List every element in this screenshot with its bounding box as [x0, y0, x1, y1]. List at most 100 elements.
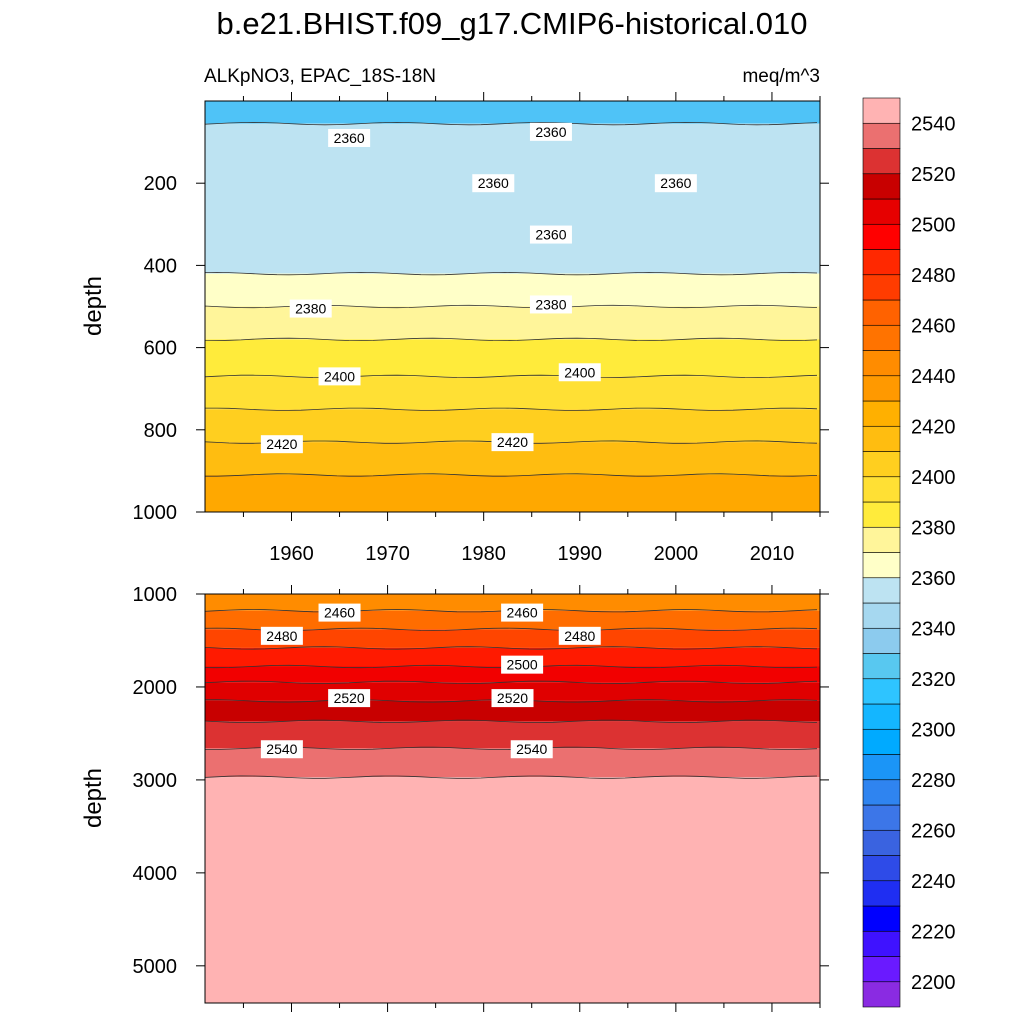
colorbar-label: 2380	[911, 517, 956, 539]
colorbar: 2200 2220 2240 2260 2280 2300 2320 2340 2360 2380…	[862, 97, 956, 1008]
contour-band	[205, 376, 820, 410]
contour-label-box	[501, 603, 544, 622]
colorbar-segment	[862, 451, 901, 478]
x-tick-label: 2000	[654, 543, 699, 565]
contour-label: 2360	[660, 175, 691, 191]
colorbar-label: 2500	[911, 214, 956, 236]
colorbar-segment	[862, 97, 901, 124]
contour-line	[204, 473, 818, 477]
colorbar-segment	[862, 627, 901, 654]
y-tick-label: 200	[144, 173, 177, 195]
colorbar-label: 2200	[911, 972, 956, 994]
contour-label: 2400	[324, 368, 355, 384]
x-tick-label: 2010	[750, 543, 795, 565]
contour-line	[204, 337, 818, 342]
colorbar-label: 2340	[911, 618, 956, 640]
colorbar-segment	[862, 930, 901, 957]
y-tick-label: 2000	[133, 677, 178, 699]
colorbar-label: 2540	[911, 113, 956, 135]
contour-label: 2480	[564, 628, 595, 644]
contour-label-box	[260, 626, 303, 645]
colorbar-segment	[862, 678, 901, 705]
plot-frame	[204, 100, 821, 513]
contour-label: 2360	[535, 124, 566, 140]
contour-line	[204, 121, 818, 126]
colorbar-segment	[862, 526, 901, 553]
contour-label-box	[491, 433, 534, 452]
contour-line	[204, 719, 818, 723]
contour-band	[205, 666, 820, 683]
contour-band	[205, 123, 820, 274]
colorbar-label: 2300	[911, 719, 956, 741]
contour-label-box	[318, 367, 361, 386]
contour-band	[205, 339, 820, 377]
colorbar-segment	[862, 400, 901, 427]
colorbar-segment	[862, 173, 901, 200]
colorbar-segment	[862, 880, 901, 907]
plot-frame	[204, 593, 821, 1004]
colorbar-segment	[862, 703, 901, 730]
contour-label: 2420	[266, 436, 297, 452]
left-subtitle: ALKpNO3, EPAC_18S-18N	[204, 66, 436, 87]
colorbar-segment	[862, 804, 901, 831]
contour-line	[204, 646, 818, 650]
contour-label-box	[328, 689, 371, 708]
contour-label: 2500	[507, 657, 538, 673]
contour-label: 2520	[497, 690, 528, 706]
colorbar-segment	[862, 501, 901, 528]
colorbar-segment	[862, 148, 901, 175]
contour-label-box	[529, 122, 572, 141]
colorbar-segment	[862, 779, 901, 806]
contour-label-box	[529, 225, 572, 244]
colorbar-segment	[862, 122, 901, 149]
contour-label-box	[260, 740, 303, 759]
colorbar-segment	[862, 324, 901, 351]
contour-line	[204, 374, 818, 379]
colorbar-label: 2400	[911, 467, 956, 489]
y-tick-label: 1000	[133, 584, 178, 606]
x-tick-label: 1980	[461, 543, 506, 565]
y-axis-label: depth	[80, 276, 107, 336]
colorbar-segment	[862, 905, 901, 932]
colorbar-label: 2360	[911, 568, 956, 590]
contour-band	[205, 777, 820, 1003]
contour-line	[204, 271, 818, 276]
contour-label: 2420	[497, 434, 528, 450]
contour-line	[204, 775, 818, 779]
contour-label-box	[318, 603, 361, 622]
figure-title: b.e21.BHIST.f09_g17.CMIP6-historical.010	[216, 6, 807, 41]
contour-label: 2520	[334, 690, 365, 706]
colorbar-label: 2520	[911, 164, 956, 186]
colorbar-segment	[862, 981, 901, 1008]
x-tick-label: 1960	[269, 543, 314, 565]
contour-label: 2480	[266, 628, 297, 644]
colorbar-segment	[862, 552, 901, 579]
colorbar-segment	[862, 375, 901, 402]
contour-label: 2400	[564, 364, 595, 380]
colorbar-segment	[862, 425, 901, 452]
colorbar-label: 2480	[911, 265, 956, 287]
upper-depth-panel: 200 400 600 800 1000 1960 1970 1980 1990 2000 2010…	[80, 92, 829, 565]
colorbar-label: 2240	[911, 871, 956, 893]
colorbar-segment	[862, 577, 901, 604]
colorbar-segment	[862, 223, 901, 250]
units-subtitle: meq/m^3	[742, 66, 820, 87]
contour-label-box	[558, 626, 601, 645]
y-tick-label: 800	[144, 420, 177, 442]
colorbar-segment	[862, 653, 901, 680]
colorbar-segment	[862, 476, 901, 503]
y-tick-label: 3000	[133, 770, 178, 792]
y-axis-label: depth	[80, 768, 107, 828]
colorbar-label: 2320	[911, 669, 956, 691]
contour-label: 2380	[295, 301, 326, 317]
x-tick-label: 1990	[558, 543, 603, 565]
y-tick-label: 4000	[133, 863, 178, 885]
colorbar-segment	[862, 829, 901, 856]
contour-label-box	[289, 299, 332, 318]
contour-label-box	[491, 689, 534, 708]
contour-label-box	[654, 174, 697, 193]
contour-line	[204, 407, 818, 411]
colorbar-segment	[862, 274, 901, 301]
colorbar-segment	[862, 198, 901, 225]
